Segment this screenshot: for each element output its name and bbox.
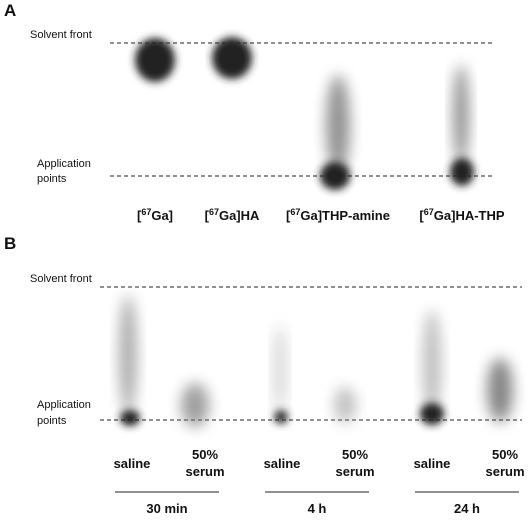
application-label: points [37, 415, 67, 427]
lane-label: [67Ga] [137, 207, 173, 223]
group-label: 24 h [454, 501, 480, 516]
spots-a [135, 37, 474, 190]
panel-letter: A [4, 1, 16, 20]
spots-b [119, 295, 513, 427]
superscript: 67 [290, 207, 300, 217]
lane-label: 50% [492, 447, 518, 462]
streak [181, 383, 209, 427]
streak [487, 358, 513, 422]
application-label: Application [37, 158, 91, 170]
streak [119, 295, 137, 415]
lane-label: [67Ga]HA-THP [419, 207, 504, 223]
streak [274, 325, 286, 415]
streak [334, 387, 356, 423]
lane-label: [67Ga]THP-amine [286, 207, 390, 223]
lane-label: 50% [342, 447, 368, 462]
spot [212, 37, 252, 79]
lane-label: saline [264, 456, 301, 471]
spot [320, 162, 350, 190]
bracket: [ [419, 208, 424, 223]
spot [274, 410, 288, 424]
lane-label: serum [485, 464, 524, 479]
streak [326, 75, 350, 175]
superscript: 67 [424, 207, 434, 217]
spot [135, 38, 175, 82]
superscript: 67 [141, 207, 151, 217]
bracket: [ [205, 208, 210, 223]
lane-label: saline [414, 456, 451, 471]
streak [453, 65, 469, 165]
lane-label: [67Ga]HA [205, 207, 260, 223]
application-label: points [37, 173, 67, 185]
lane-name: Ga]THP-amine [300, 208, 390, 223]
bracket: [ [137, 208, 142, 223]
lane-labels-b: saline 50% serum 30 min saline 50% serum 4 h sal… [114, 447, 525, 516]
group-label: 4 h [308, 501, 327, 516]
group-label: 30 min [146, 501, 187, 516]
application-label: Application [37, 399, 91, 411]
lane-label: serum [185, 464, 224, 479]
solvent-front-label: Solvent front [30, 29, 92, 41]
lane-label: 50% [192, 447, 218, 462]
spot [420, 403, 444, 425]
lane-label: serum [335, 464, 374, 479]
lane-name: Ga] [151, 208, 173, 223]
streak [423, 310, 441, 420]
lane-label: saline [114, 456, 151, 471]
lane-labels-a: [67Ga] [67Ga]HA [67Ga]THP-amine [67Ga]HA-TH… [137, 207, 505, 223]
spot [450, 158, 474, 186]
superscript: 67 [209, 207, 219, 217]
bracket: [ [286, 208, 291, 223]
spot [120, 410, 140, 426]
lane-name: Ga]HA-THP [434, 208, 505, 223]
solvent-front-label: Solvent front [30, 273, 92, 285]
panel-letter: B [4, 234, 16, 253]
lane-name: Ga]HA [219, 208, 260, 223]
